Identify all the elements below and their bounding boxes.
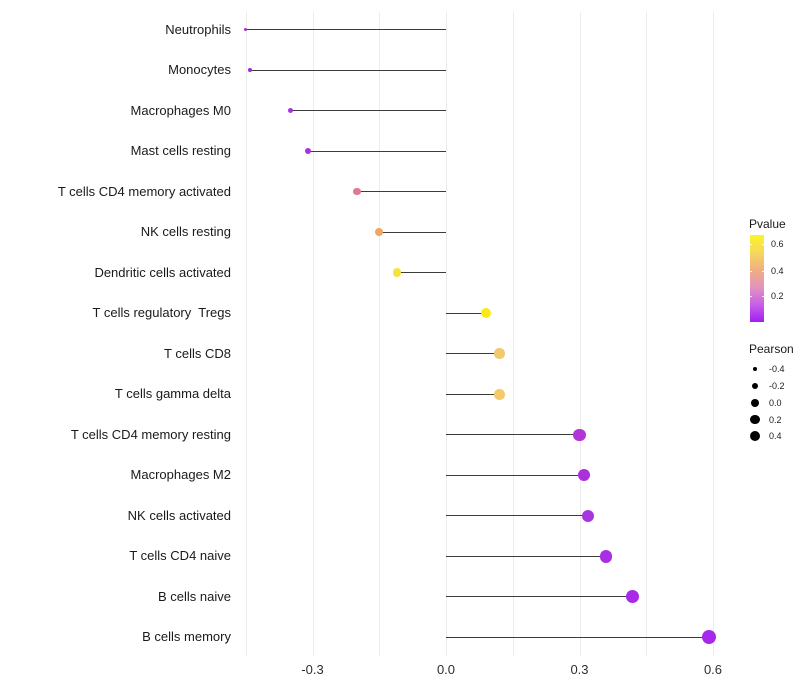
- lollipop-stem: [446, 312, 487, 314]
- pearson-legend-title: Pearson: [749, 342, 794, 356]
- pearson-tick-label: -0.2: [769, 381, 785, 391]
- lollipop-dot: [701, 630, 716, 645]
- colorbar-tick: [750, 243, 752, 245]
- category-label: T cells CD4 memory activated: [57, 183, 231, 199]
- lollipop-stem: [250, 69, 446, 71]
- category-label: Dendritic cells activated: [94, 264, 231, 280]
- x-axis-tick-label: 0.3: [570, 662, 589, 677]
- lollipop-dot: [626, 590, 640, 604]
- category-label: Mast cells resting: [130, 143, 231, 159]
- lollipop-dot: [287, 107, 293, 114]
- gridline: [379, 12, 381, 656]
- pearson-tick-label: 0.0: [769, 398, 782, 408]
- lollipop-stem: [446, 596, 633, 598]
- category-label: T cells CD4 memory resting: [70, 426, 231, 442]
- category-label: T cells gamma delta: [114, 386, 231, 402]
- lollipop-dot: [573, 428, 586, 441]
- pearson-tick-label: 0.4: [769, 431, 782, 441]
- gridline: [713, 12, 714, 656]
- colorbar-tick: [750, 270, 752, 272]
- x-axis-tick-label: -0.3: [301, 662, 324, 677]
- pearson-legend-dot: [751, 382, 759, 390]
- colorbar-tick: [750, 296, 752, 297]
- category-label: NK cells activated: [127, 507, 231, 523]
- lollipop-dot: [353, 187, 361, 196]
- lollipop-stem: [446, 515, 589, 517]
- colorbar-tick: [762, 270, 764, 272]
- pvalue-colorbar: [750, 235, 764, 322]
- lollipop-dot: [494, 388, 505, 400]
- category-label: Neutrophils: [165, 21, 231, 37]
- gridline: [646, 12, 648, 656]
- pvalue-legend-title: Pvalue: [749, 217, 786, 231]
- lollipop-stem: [446, 555, 607, 557]
- category-label: T cells CD4 naive: [129, 548, 231, 564]
- lollipop-dot: [577, 469, 590, 482]
- lollipop-stem: [308, 150, 446, 152]
- x-axis-tick-label: 0.6: [703, 662, 723, 677]
- lollipop-stem: [357, 191, 446, 193]
- lollipop-stem: [245, 29, 446, 30]
- lollipop-dot: [392, 268, 402, 277]
- category-label: T cells regulatory Tregs: [92, 305, 231, 321]
- pvalue-tick-label: 0.2: [771, 291, 784, 301]
- lollipop-stem: [379, 231, 446, 233]
- lollipop-dot: [480, 308, 492, 319]
- colorbar-tick: [762, 296, 764, 297]
- gridline: [245, 12, 247, 656]
- pearson-legend-dot: [749, 430, 761, 442]
- colorbar-tick: [762, 243, 764, 245]
- lollipop-dot: [494, 348, 505, 360]
- category-label: Macrophages M0: [130, 102, 231, 118]
- category-label: B cells naive: [158, 588, 231, 604]
- pvalue-tick-label: 0.6: [771, 238, 784, 249]
- category-label: B cells memory: [142, 629, 231, 645]
- category-label: Macrophages M2: [130, 467, 231, 483]
- lollipop-dot: [244, 27, 248, 32]
- category-label: NK cells resting: [140, 224, 231, 240]
- pvalue-tick-label: 0.4: [771, 265, 784, 276]
- pearson-legend-dot: [751, 399, 759, 407]
- lollipop-stem: [290, 110, 446, 112]
- lollipop-dot: [582, 509, 595, 522]
- gridline: [312, 12, 314, 656]
- lollipop-stem: [397, 272, 446, 274]
- category-label: T cells CD8: [164, 345, 231, 361]
- lollipop-stem: [446, 393, 500, 395]
- lollipop-stem: [446, 434, 580, 436]
- gridline: [579, 12, 581, 656]
- lollipop-dot: [248, 68, 252, 72]
- category-label: Monocytes: [168, 62, 231, 78]
- gridline: [512, 12, 514, 656]
- x-axis-tick-label: 0.0: [436, 662, 456, 677]
- lollipop-dot: [375, 228, 384, 237]
- pearson-tick-label: -0.4: [769, 364, 785, 374]
- lollipop-stem: [446, 353, 500, 355]
- pearson-legend-dot: [752, 366, 758, 372]
- pearson-tick-label: 0.2: [769, 414, 782, 425]
- lollipop-stem: [446, 474, 584, 476]
- lollipop-dot: [305, 148, 312, 155]
- gridline: [446, 12, 447, 656]
- pearson-legend-dot: [750, 414, 760, 425]
- lollipop-stem: [446, 636, 709, 638]
- lollipop-dot: [599, 550, 613, 563]
